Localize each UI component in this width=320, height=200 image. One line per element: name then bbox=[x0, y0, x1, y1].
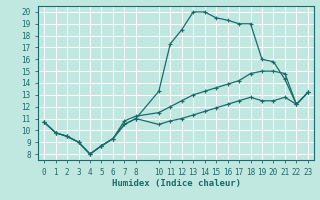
X-axis label: Humidex (Indice chaleur): Humidex (Indice chaleur) bbox=[111, 179, 241, 188]
